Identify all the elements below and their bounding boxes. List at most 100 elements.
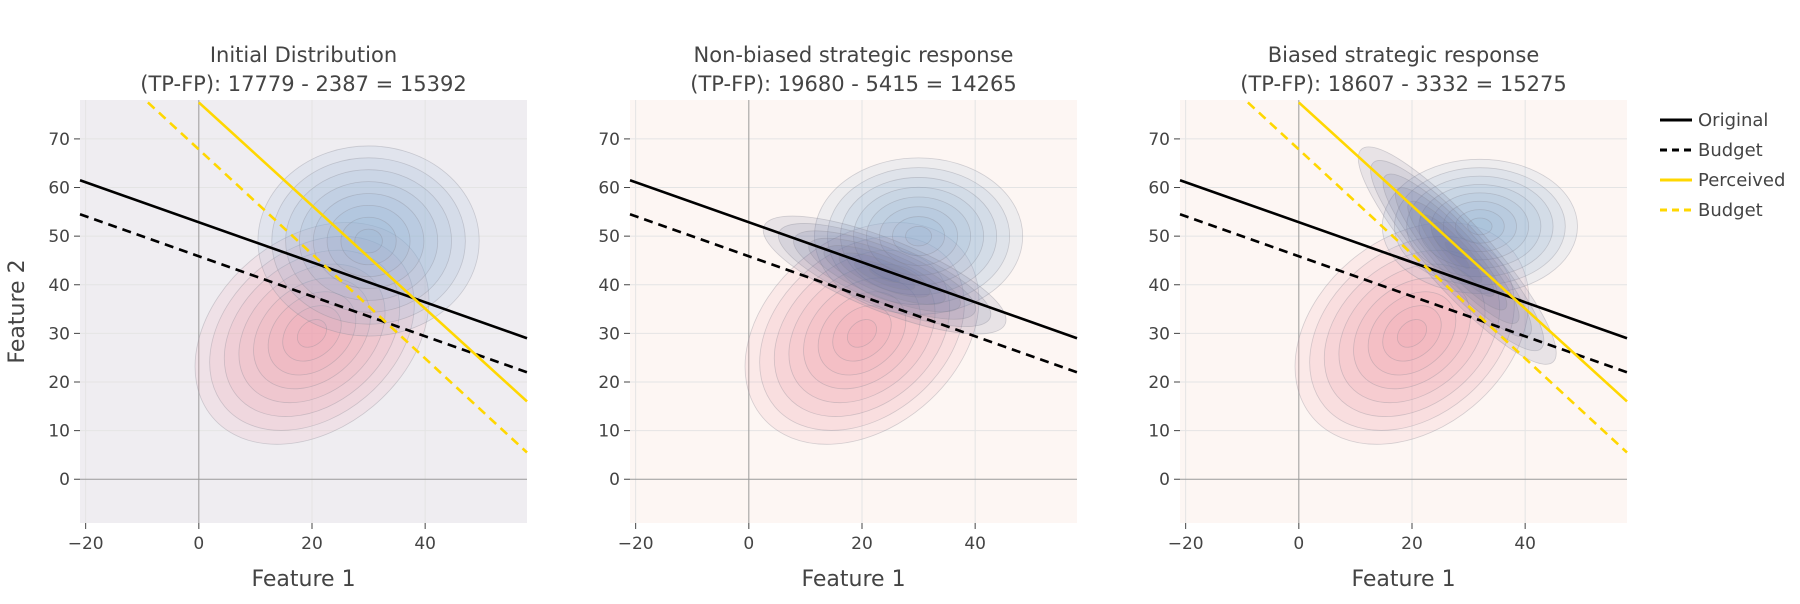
budget-dashed-line (629, 213, 1078, 374)
positive-density-contour (840, 177, 998, 296)
legend-label: Perceived (1698, 170, 1785, 191)
negative-density-contour (296, 319, 328, 348)
legend-label: Original (1698, 110, 1768, 131)
x-tick-label: 0 (193, 534, 204, 554)
panel-subtitle: (TP-FP): 18607 - 3332 = 15275 (1240, 72, 1566, 96)
negative-density-contour (1294, 222, 1530, 445)
perceived-solid-line (1297, 101, 1628, 403)
budget-dashed-line (79, 213, 528, 374)
positive-density-contour (1406, 175, 1554, 278)
negative-density-contour (194, 222, 430, 445)
positive-density-contour (340, 216, 397, 266)
panel-1: −20 0 20 40 0 10 20 30 40 50 60 70 Initial Distribut… (5, 43, 528, 592)
original-solid-line (1179, 178, 1628, 340)
negative-density-contour (759, 235, 965, 431)
negative-density-contour (1382, 305, 1442, 362)
panel-subtitle: (TP-FP): 17779 - 2387 = 15392 (140, 72, 466, 96)
negative-density-contour (1338, 263, 1486, 404)
y-tick-label: 0 (609, 470, 620, 490)
panel-title: Initial Distribution (210, 43, 397, 67)
x-axis-label: Feature 1 (1351, 567, 1455, 592)
y-tick-label: 60 (1148, 179, 1170, 199)
negative-density-contour (744, 222, 980, 445)
negative-density-contour (1396, 319, 1428, 348)
x-tick-label: 40 (414, 534, 436, 554)
negative-density-contour (817, 291, 907, 376)
negative-density-contour (267, 291, 357, 376)
x-tick-label: 0 (743, 534, 754, 554)
budget-dashed-line (1247, 101, 1628, 454)
y-tick-label: 50 (1148, 227, 1170, 247)
y-tick-label: 40 (48, 276, 70, 296)
negative-density-contour (209, 235, 415, 431)
positive-density-contour (827, 167, 1011, 306)
positive-density-contour (853, 186, 985, 286)
x-tick-label: −20 (618, 534, 654, 554)
positive-density-contour (285, 169, 452, 313)
y-tick-label: 20 (48, 373, 70, 393)
panel-title: Non-biased strategic response (694, 43, 1014, 67)
legend-label: Budget (1698, 200, 1763, 221)
negative-density-contour (1367, 291, 1457, 376)
y-tick-label: 60 (598, 179, 620, 199)
y-tick-label: 20 (1148, 373, 1170, 393)
y-tick-label: 30 (598, 324, 620, 344)
negative-density-contour (788, 263, 936, 404)
positive-density-contour (892, 216, 945, 257)
y-tick-label: 70 (598, 130, 620, 150)
positive-density-contour (257, 145, 480, 337)
y-tick-label: 40 (598, 276, 620, 296)
y-axis-label: Feature 2 (5, 259, 30, 363)
budget-dashed-line (147, 101, 528, 454)
y-tick-label: 10 (48, 422, 70, 442)
budget-dashed-line (1179, 213, 1628, 374)
positive-density-contour (1455, 209, 1505, 244)
moved-density-contour (1444, 241, 1471, 270)
panel-title: Biased strategic response (1268, 43, 1540, 67)
original-solid-line (79, 178, 528, 340)
positive-density-contour (905, 225, 932, 247)
panel-subtitle: (TP-FP): 19680 - 5415 = 14265 (690, 72, 1016, 96)
y-tick-label: 20 (598, 373, 620, 393)
positive-density-contour (326, 204, 411, 278)
density-layer (194, 145, 480, 445)
negative-density-contour (832, 305, 892, 362)
y-tick-label: 70 (1148, 130, 1170, 150)
x-tick-label: 20 (851, 534, 873, 554)
positive-density-contour (1442, 200, 1517, 252)
y-tick-label: 40 (1148, 276, 1170, 296)
y-tick-label: 30 (1148, 324, 1170, 344)
positive-density-contour (354, 228, 383, 254)
negative-density-contour (846, 319, 878, 348)
moved-density-contour (853, 259, 916, 291)
y-tick-label: 60 (48, 179, 70, 199)
positive-density-contour (879, 206, 959, 266)
negative-density-contour (282, 305, 342, 362)
negative-density-contour (1309, 235, 1515, 431)
positive-density-contour (814, 157, 1024, 315)
x-tick-label: −20 (68, 534, 104, 554)
y-tick-label: 30 (48, 324, 70, 344)
original-solid-line (629, 178, 1078, 340)
x-axis-label: Feature 1 (801, 567, 905, 592)
x-tick-label: −20 (1168, 534, 1204, 554)
positive-density-contour (271, 157, 466, 325)
x-tick-label: 20 (1401, 534, 1423, 554)
positive-density-contour (312, 193, 425, 289)
positive-density-contour (866, 196, 972, 276)
moved-density-contour (1432, 228, 1483, 284)
y-tick-label: 50 (48, 227, 70, 247)
x-tick-label: 40 (1514, 534, 1536, 554)
y-tick-label: 10 (1148, 422, 1170, 442)
y-tick-label: 50 (598, 227, 620, 247)
positive-density-contour (1467, 217, 1493, 236)
negative-density-contour (238, 263, 386, 404)
y-tick-label: 70 (48, 130, 70, 150)
density-layer (1294, 146, 1578, 445)
panel-3: −20 0 20 40 0 10 20 30 40 50 60 70 Biased strategic … (1148, 43, 1628, 592)
legend-label: Budget (1698, 140, 1763, 161)
y-tick-label: 10 (598, 422, 620, 442)
moved-density-contour (838, 252, 931, 298)
